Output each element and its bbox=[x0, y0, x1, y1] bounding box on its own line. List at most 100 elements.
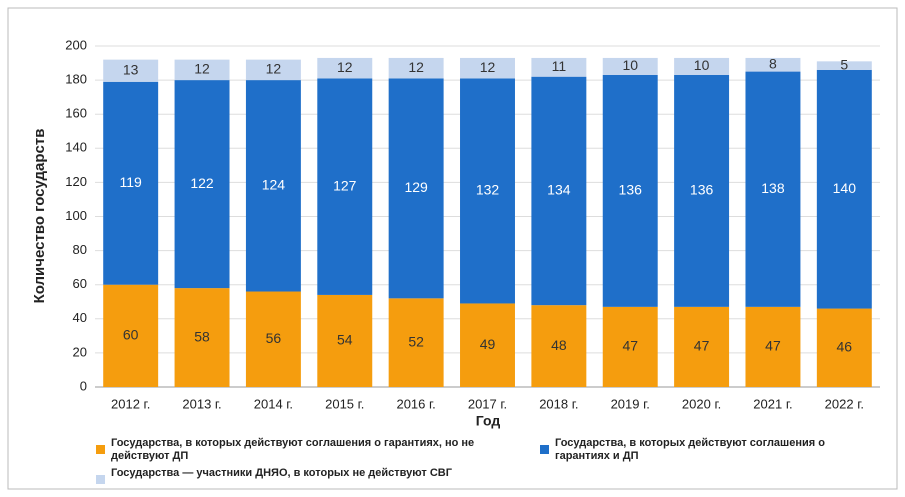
bar-segment bbox=[103, 284, 159, 387]
bar-segment bbox=[745, 57, 801, 72]
data-label: 52 bbox=[408, 333, 424, 349]
data-label: 136 bbox=[690, 182, 714, 198]
data-label: 119 bbox=[120, 174, 143, 190]
data-label: 12 bbox=[408, 59, 424, 75]
bar-segment bbox=[602, 57, 658, 75]
bar-segment bbox=[103, 59, 159, 82]
y-tick-label: 0 bbox=[80, 378, 87, 393]
bar-segment bbox=[816, 61, 872, 70]
data-label: 140 bbox=[833, 180, 857, 196]
data-label: 58 bbox=[194, 328, 210, 344]
bar-segment bbox=[460, 303, 515, 387]
data-label: 48 bbox=[551, 337, 567, 353]
y-tick-label: 100 bbox=[65, 208, 87, 223]
bar-segment bbox=[174, 80, 230, 289]
x-tick-label: 2017 г. bbox=[468, 396, 507, 411]
data-label: 124 bbox=[262, 177, 286, 193]
legend-label: Государства — участники ДНЯО, в которых … bbox=[111, 467, 452, 479]
bar-segment bbox=[602, 74, 658, 307]
y-tick-label: 200 bbox=[65, 37, 87, 52]
legend-entry: Государства — участники ДНЯО, в которых … bbox=[96, 467, 516, 484]
data-label: 47 bbox=[694, 338, 710, 354]
data-label: 47 bbox=[622, 338, 638, 354]
legend-entry: Государства, в которых действуют соглаше… bbox=[540, 437, 860, 463]
bar-segment bbox=[317, 294, 373, 387]
bar-segment bbox=[245, 59, 301, 81]
bar-segment bbox=[103, 81, 159, 285]
data-label: 12 bbox=[266, 61, 282, 77]
bar-segment bbox=[460, 57, 515, 79]
x-tick-label: 2015 г. bbox=[325, 396, 364, 411]
legend-label: Государства, в которых действуют соглаше… bbox=[555, 437, 825, 462]
x-tick-label: 2014 г. bbox=[254, 396, 293, 411]
bar-segment bbox=[816, 308, 872, 387]
data-label: 54 bbox=[337, 332, 353, 348]
data-label: 47 bbox=[765, 338, 781, 354]
bar-segment bbox=[174, 59, 230, 81]
bar-segment bbox=[245, 291, 301, 387]
data-label: 10 bbox=[622, 57, 638, 73]
bar-segment bbox=[745, 306, 801, 387]
data-label: 10 bbox=[694, 57, 710, 73]
bar-segment bbox=[245, 80, 301, 292]
x-tick-label: 2016 г. bbox=[396, 396, 435, 411]
x-tick-label: 2019 г. bbox=[611, 396, 650, 411]
x-tick-label: 2012 г. bbox=[111, 396, 150, 411]
y-tick-label: 60 bbox=[73, 276, 87, 291]
y-tick-label: 80 bbox=[73, 242, 87, 257]
data-label: 12 bbox=[194, 61, 210, 77]
data-label: 12 bbox=[337, 59, 353, 75]
bar-segment bbox=[674, 57, 730, 75]
x-tick-label: 2021 г. bbox=[753, 396, 792, 411]
y-tick-label: 120 bbox=[65, 174, 87, 189]
y-tick-label: 140 bbox=[65, 140, 87, 155]
legend-swatch bbox=[96, 445, 105, 454]
legend-swatch bbox=[96, 475, 105, 484]
data-label: 5 bbox=[840, 56, 848, 72]
data-label: 60 bbox=[123, 327, 139, 343]
y-tick-label: 20 bbox=[73, 344, 87, 359]
data-label: 127 bbox=[333, 177, 357, 193]
bar-segment bbox=[531, 57, 587, 77]
data-label: 46 bbox=[837, 338, 853, 354]
data-label: 129 bbox=[404, 179, 428, 195]
data-label: 138 bbox=[761, 180, 785, 196]
bar-segment bbox=[602, 306, 658, 387]
bar-segment bbox=[388, 78, 444, 299]
y-tick-label: 180 bbox=[65, 72, 87, 87]
bar-segment bbox=[174, 288, 230, 387]
data-label: 13 bbox=[123, 61, 139, 77]
frame bbox=[7, 7, 898, 490]
data-label: 122 bbox=[190, 175, 214, 191]
data-label: 11 bbox=[552, 58, 567, 74]
bar-segment bbox=[674, 306, 730, 387]
legend-entry: Государства, в которых действуют соглаше… bbox=[96, 437, 496, 463]
bar-segment bbox=[816, 69, 872, 309]
y-tick-label: 40 bbox=[73, 310, 87, 325]
bar-segment bbox=[388, 57, 444, 79]
data-label: 49 bbox=[480, 336, 496, 352]
y-axis-label: Количество государств bbox=[31, 129, 48, 304]
bar-segment bbox=[388, 298, 444, 387]
bar-segment bbox=[317, 57, 373, 79]
x-tick-label: 2020 г. bbox=[682, 396, 721, 411]
data-label: 136 bbox=[619, 182, 643, 198]
bar-segment bbox=[531, 305, 587, 387]
data-label: 8 bbox=[769, 55, 777, 71]
legend-swatch bbox=[540, 445, 549, 454]
x-tick-label: 2018 г. bbox=[539, 396, 578, 411]
data-label: 56 bbox=[266, 330, 282, 346]
bar-segment bbox=[531, 76, 587, 306]
bar-segment bbox=[745, 71, 801, 307]
bar-segment bbox=[317, 78, 373, 295]
bar-segment bbox=[460, 78, 515, 304]
y-tick-label: 160 bbox=[65, 106, 87, 121]
data-label: 132 bbox=[476, 182, 500, 198]
x-tick-label: 2013 г. bbox=[182, 396, 221, 411]
data-label: 134 bbox=[547, 182, 571, 198]
x-tick-label: 2022 г. bbox=[825, 396, 864, 411]
x-axis-label: Год bbox=[476, 413, 501, 429]
legend-label: Государства, в которых действуют соглаше… bbox=[111, 437, 475, 462]
